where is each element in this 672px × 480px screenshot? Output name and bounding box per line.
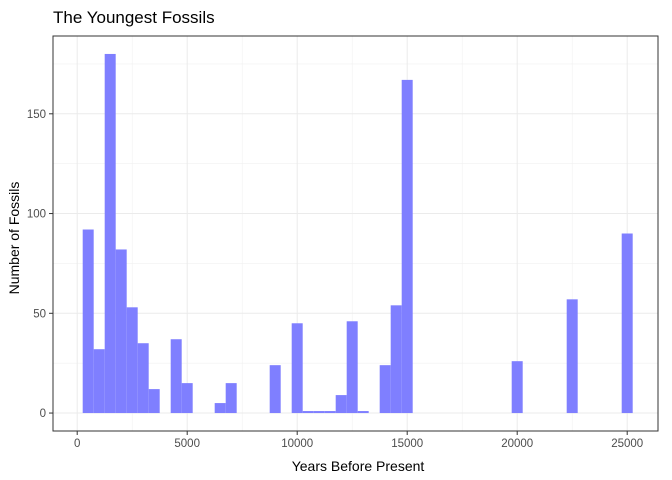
histogram-bar xyxy=(390,305,402,414)
x-tick-label: 10000 xyxy=(281,438,313,450)
histogram-bar xyxy=(313,411,325,414)
histogram-bar xyxy=(170,339,182,414)
histogram-bar xyxy=(104,53,116,414)
histogram-bar xyxy=(621,233,633,414)
x-axis-label: Years Before Present xyxy=(292,458,425,474)
x-tick-label: 20000 xyxy=(501,438,533,450)
histogram-bar xyxy=(357,411,369,414)
y-tick-label: 150 xyxy=(27,109,46,121)
histogram-bar xyxy=(324,411,336,414)
x-tick-label: 25000 xyxy=(611,438,643,450)
histogram-bar xyxy=(93,349,105,414)
y-axis-ticks: 0 50 100 150 xyxy=(27,109,53,420)
y-tick-label: 100 xyxy=(27,209,46,221)
histogram-bar xyxy=(137,343,149,414)
x-tick-label: 5000 xyxy=(174,438,200,450)
y-axis-label: Number of Fossils xyxy=(6,182,22,295)
bars xyxy=(82,53,633,414)
x-axis-ticks: 0 5000 10000 15000 20000 25000 xyxy=(74,431,643,450)
histogram-bar xyxy=(126,307,138,414)
panel-border xyxy=(52,35,659,432)
histogram-bar xyxy=(401,79,413,414)
histogram-bar xyxy=(115,249,127,414)
y-tick-label: 0 xyxy=(40,408,46,420)
y-tick-label: 50 xyxy=(33,308,46,320)
x-tick-label: 15000 xyxy=(391,438,423,450)
chart-title: The Youngest Fossils xyxy=(53,8,215,27)
histogram-bar xyxy=(346,321,358,414)
histogram-bar xyxy=(379,365,391,414)
histogram-bar xyxy=(82,229,94,414)
histogram-bar xyxy=(291,323,303,414)
histogram-bar xyxy=(181,383,193,414)
histogram-bar xyxy=(225,383,237,414)
histogram-bar xyxy=(214,403,226,414)
histogram-bar xyxy=(335,395,347,414)
histogram-bar xyxy=(566,299,578,414)
histogram-bar xyxy=(302,411,314,414)
x-tick-label: 0 xyxy=(74,438,80,450)
histogram-bar xyxy=(511,361,523,414)
histogram-bar xyxy=(148,389,160,414)
histogram-bar xyxy=(269,365,281,414)
